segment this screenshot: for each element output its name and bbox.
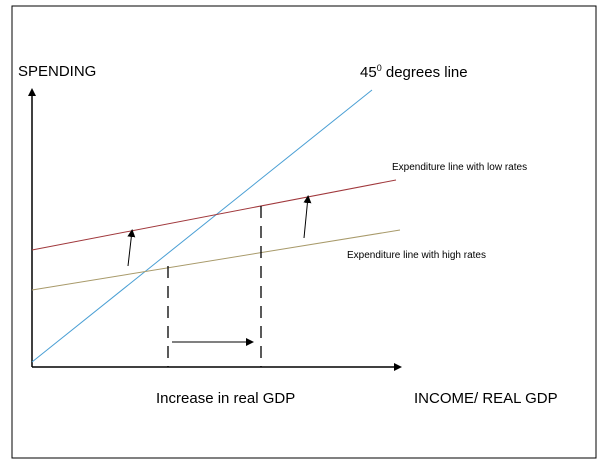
- line-45-label-base: 45: [360, 64, 377, 81]
- line-45-label-sup: 0: [376, 63, 382, 73]
- expenditure-line-high-rates: [31, 229, 401, 291]
- figure-border: [11, 5, 597, 459]
- y-axis-label: SPENDING: [18, 63, 97, 80]
- line-45-label-rest: degrees line: [381, 64, 468, 81]
- line-45-label: 450 degrees line: [360, 63, 468, 81]
- shift-arrow-left: [127, 229, 136, 267]
- increase-label: Increase in real GDP: [156, 390, 296, 407]
- high-rates-label: Expenditure line with high rates: [347, 250, 486, 261]
- low-rates-label: Expenditure line with low rates: [392, 162, 528, 173]
- expenditure-line-low-rates: [31, 179, 397, 251]
- line-45-degrees: [31, 89, 373, 363]
- shift-arrow-right: [303, 195, 312, 239]
- x-axis-label: INCOME/ REAL GDP: [414, 390, 558, 407]
